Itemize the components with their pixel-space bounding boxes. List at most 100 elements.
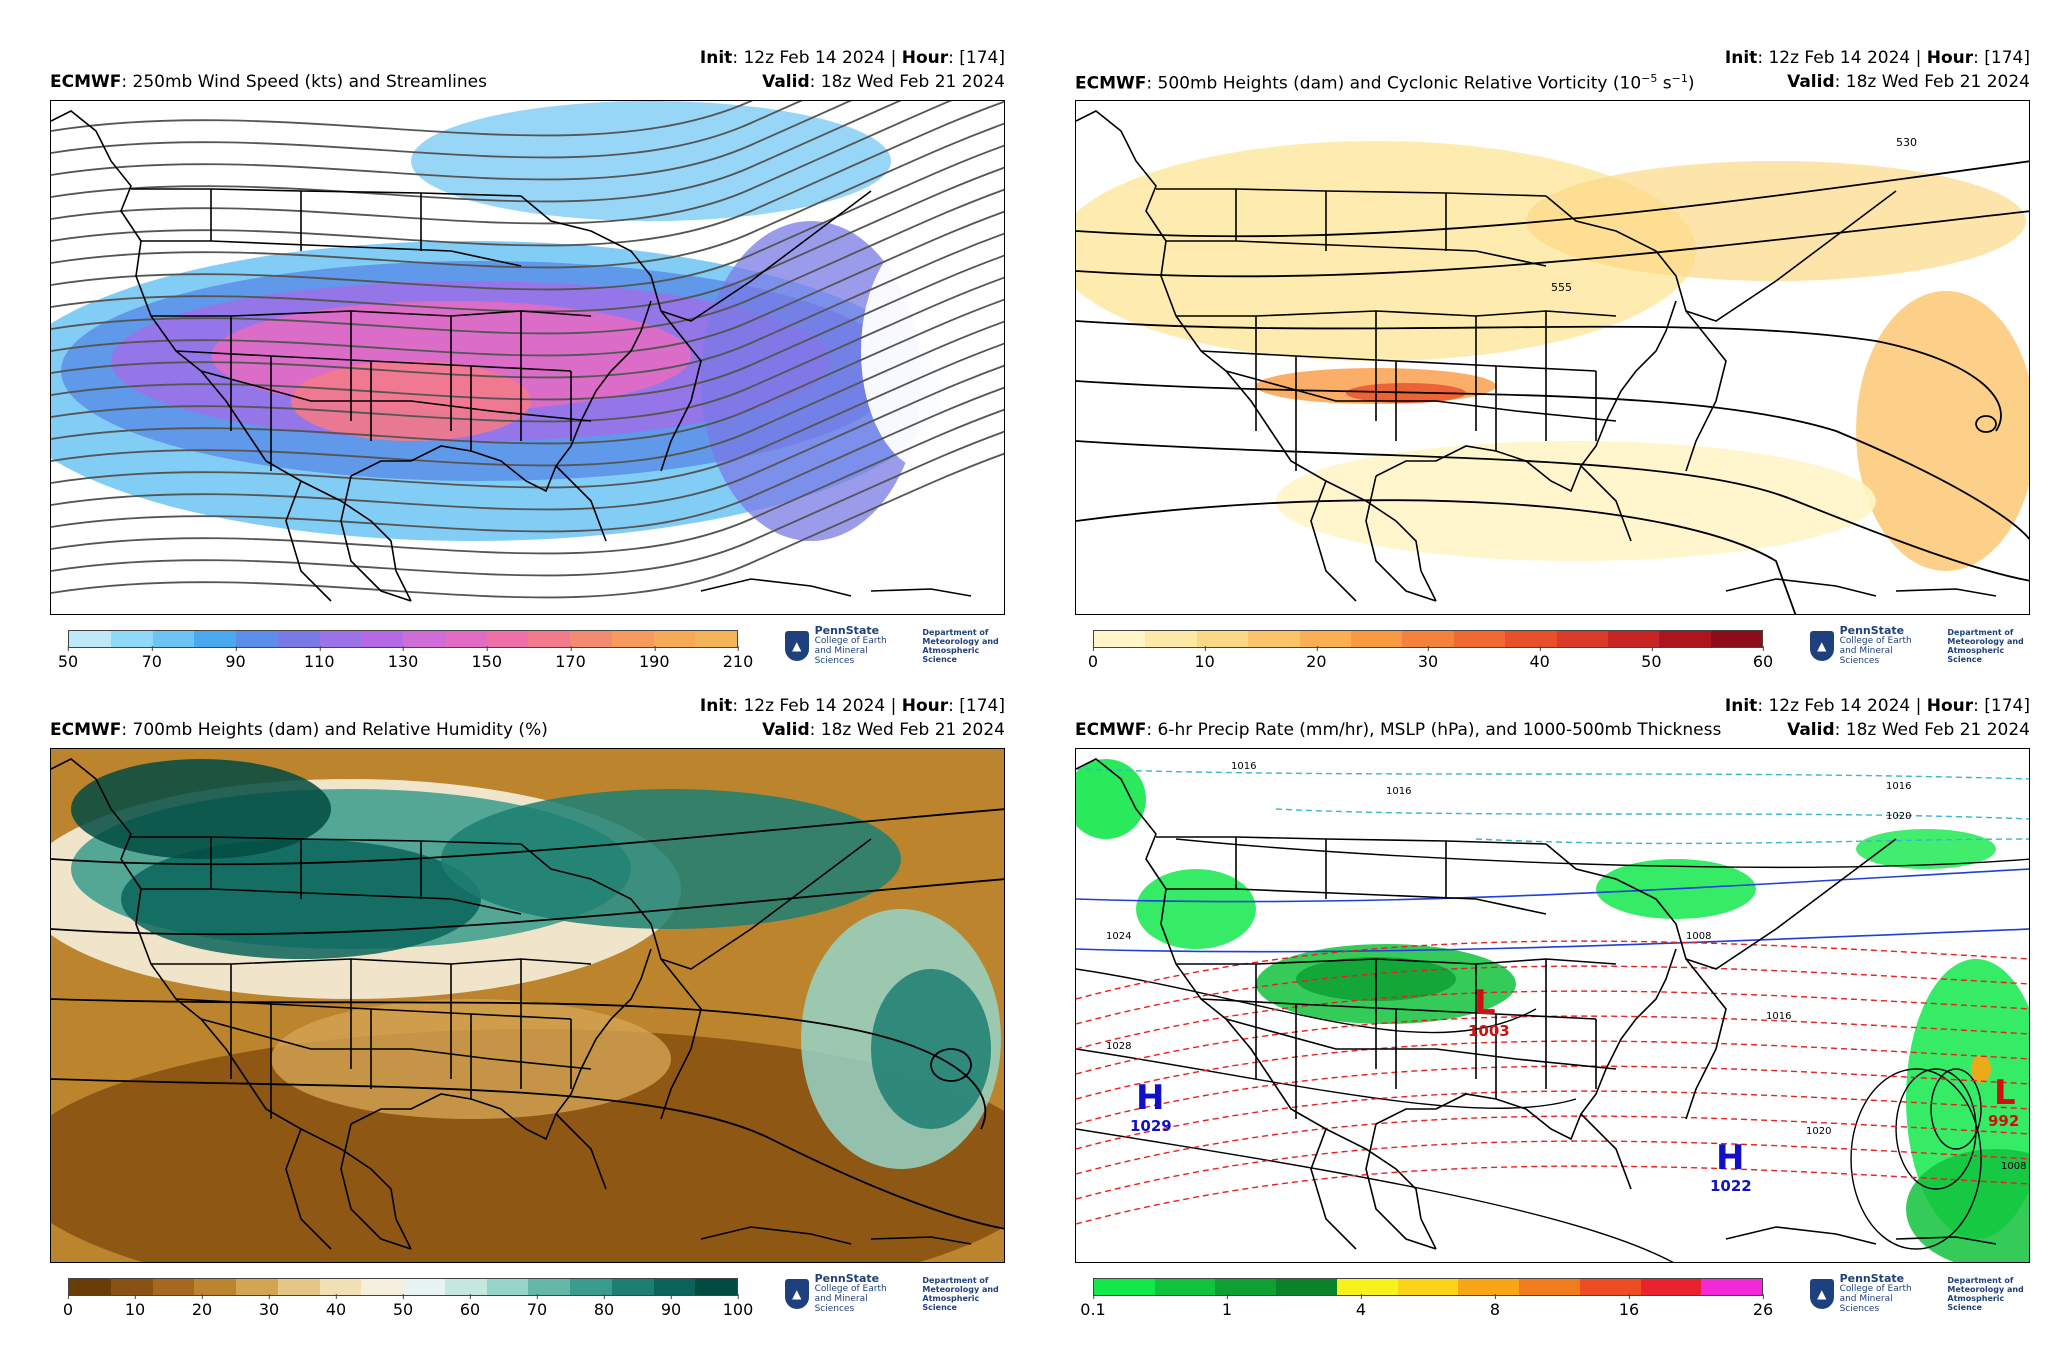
colorbar-segment xyxy=(1519,1279,1580,1295)
pennstate-logo: ▲ PennState College of Earth and Mineral… xyxy=(785,1273,1015,1314)
streamlines xyxy=(51,101,1004,599)
political-boundaries xyxy=(51,110,872,602)
caribbean-islands xyxy=(1725,1226,1997,1245)
map-area: 1016 1016 1024 1028 1008 1016 1020 1016 1020 1008… xyxy=(1075,748,2030,1263)
colorbar-segment xyxy=(611,631,654,647)
pennstate-logo: ▲ PennState College of Earth and Mineral… xyxy=(1810,1273,2040,1314)
colorbar-tick: 110 xyxy=(303,646,335,671)
colorbar-segment xyxy=(611,1279,654,1295)
colorbar-segment xyxy=(236,631,278,647)
panel-title: ECMWF: 6-hr Precip Rate (mm/hr), MSLP (h… xyxy=(1075,720,1722,740)
colorbar-tick: 130 xyxy=(387,646,419,671)
colorbar-tick: 60 xyxy=(1752,646,1774,671)
colorbar-tick: 1 xyxy=(1221,1294,1233,1319)
colorbar-segment xyxy=(194,631,236,647)
colorbar-segment xyxy=(528,1279,570,1295)
contour-label: 555 xyxy=(1551,281,1572,294)
colorbar-segment xyxy=(486,631,529,647)
isobar-label: 1016 xyxy=(1766,1011,1791,1022)
isobar-label: 1024 xyxy=(1106,931,1131,942)
colorbar-ticks: 0 10 20 30 40 50 60 70 80 90 100 xyxy=(63,1294,753,1322)
field-shading xyxy=(51,1029,1004,1262)
field-shading xyxy=(1971,1055,1991,1083)
colorbar-segment xyxy=(444,631,487,647)
panel-title: ECMWF: 250mb Wind Speed (kts) and Stream… xyxy=(50,72,487,92)
pressure-symbol: H xyxy=(1716,1138,1744,1178)
colorbar-segment xyxy=(1336,1279,1398,1295)
colorbar-segment xyxy=(695,631,737,647)
colorbar-segment xyxy=(1701,1279,1763,1295)
field-shading xyxy=(701,221,921,541)
pressure-value: 1022 xyxy=(1710,1177,1752,1195)
colorbar-segment xyxy=(152,631,195,647)
contour-lines xyxy=(1076,868,2029,953)
colorbar-segment xyxy=(1145,631,1197,647)
colorbar-segment xyxy=(1215,1279,1277,1295)
map-svg: 1016 1016 1024 1028 1008 1016 1020 1016 1020 1008… xyxy=(1076,749,2029,1262)
colorbar-segment xyxy=(1154,1279,1216,1295)
isobar-label: 1016 xyxy=(1886,781,1911,792)
colorbar-segment xyxy=(486,1279,529,1295)
pennstate-logo: ▲ PennState College of Earth and Mineral… xyxy=(1810,625,2040,666)
valid-line: Valid: 18z Wed Feb 21 2024 xyxy=(1787,720,2030,740)
colorbar-segment xyxy=(1299,631,1351,647)
colorbar-segment xyxy=(1248,631,1300,647)
colorbar-tick: 40 xyxy=(1529,646,1550,671)
colorbar-tick: 20 xyxy=(1306,646,1327,671)
isobar-label: 1028 xyxy=(1106,1041,1131,1052)
colorbar-segment xyxy=(1458,1279,1520,1295)
colorbar-segment xyxy=(277,631,320,647)
colorbar-tick: 20 xyxy=(191,1294,213,1319)
colorbar-segment xyxy=(653,1279,696,1295)
colorbar-segment xyxy=(1397,1279,1459,1295)
colorbar-segment xyxy=(361,631,403,647)
colorbar-segment xyxy=(1196,631,1249,647)
colorbar-tick: 70 xyxy=(141,646,162,671)
isobar-label: 1016 xyxy=(1386,786,1411,797)
colorbar-segment xyxy=(319,631,362,647)
colorbar-tick: 80 xyxy=(593,1294,615,1319)
caribbean-islands xyxy=(1725,578,1997,597)
colorbar-ticks: 0 10 20 30 40 50 60 xyxy=(1088,646,1773,674)
pressure-symbol: L xyxy=(1474,983,1496,1023)
colorbar-segment xyxy=(1640,1279,1702,1295)
contour-lines xyxy=(51,808,1004,1230)
colorbar-tick: 210 xyxy=(722,646,754,671)
colorbar-tick: 16 xyxy=(1618,1294,1640,1319)
nittany-lion-shield-icon: ▲ xyxy=(785,1279,809,1309)
colorbar-segment xyxy=(695,1279,737,1295)
pressure-value: 1029 xyxy=(1130,1117,1172,1135)
caribbean-islands xyxy=(700,1226,972,1245)
valid-line: Valid: 18z Wed Feb 21 2024 xyxy=(762,72,1005,92)
colorbar-tick: 70 xyxy=(526,1294,548,1319)
colorbar-tick: 100 xyxy=(722,1294,754,1319)
colorbar-tick: 50 xyxy=(57,646,79,671)
pennstate-logo: ▲ PennState College of Earth and Mineral… xyxy=(785,625,1015,666)
field-shading xyxy=(1856,291,2029,571)
colorbar-tick: 170 xyxy=(555,646,586,671)
isobar-label: 1008 xyxy=(1686,931,1711,942)
colorbar xyxy=(1093,1278,1763,1296)
panel-700mb-rh: Init: 12z Feb 14 2024 | Hour: [174] ECMW… xyxy=(50,648,1050,1319)
field-shading xyxy=(71,759,331,859)
colorbar-tick: 10 xyxy=(1194,646,1215,671)
colorbar-segment xyxy=(403,1279,445,1295)
map-area: 530 555 xyxy=(1075,100,2030,615)
panel-500mb-vorticity: Init: 12z Feb 14 2024 | Hour: [174] ECMW… xyxy=(1075,0,2070,671)
colorbar-segment xyxy=(1276,1279,1337,1295)
caribbean-islands xyxy=(700,578,972,597)
colorbar-segment xyxy=(1453,631,1506,647)
colorbar-segment xyxy=(1402,631,1454,647)
field-shading xyxy=(871,969,991,1129)
colorbar-segment xyxy=(194,1279,236,1295)
colorbar-tick: 90 xyxy=(225,646,246,671)
colorbar-tick: 0 xyxy=(1087,646,1099,671)
colorbar-segment xyxy=(403,631,445,647)
colorbar-segment xyxy=(444,1279,487,1295)
colorbar-segment xyxy=(528,631,570,647)
colorbar-segment xyxy=(1710,631,1763,647)
contour-lines xyxy=(1076,838,2029,1262)
